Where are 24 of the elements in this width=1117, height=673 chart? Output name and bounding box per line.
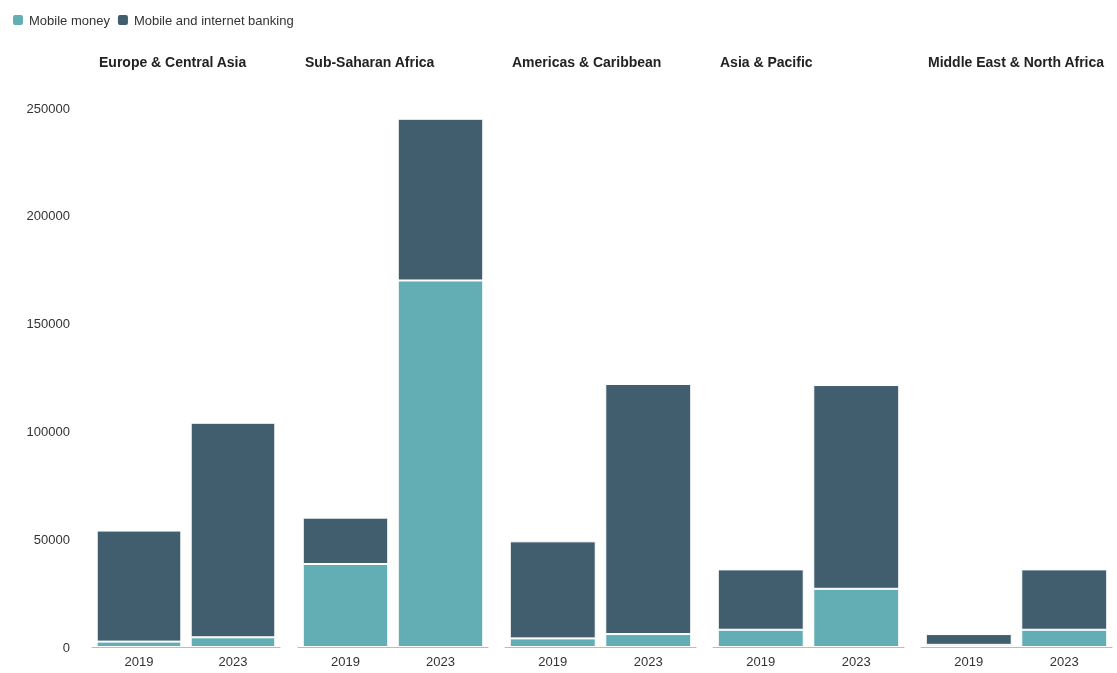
x-tick-label: 2023 xyxy=(841,654,871,669)
chart-title: Americas & Caribbean xyxy=(512,54,662,70)
legend-label: Mobile money xyxy=(29,12,111,28)
chart-title: Asia & Pacific xyxy=(720,54,813,70)
x-tick-label: 2019 xyxy=(331,654,360,669)
chart-title: Middle East & North Africa xyxy=(928,54,1105,70)
y-tick-label: 50000 xyxy=(33,531,70,547)
x-tick-label: 2019 xyxy=(538,654,568,669)
x-tick-label: 2023 xyxy=(426,654,455,669)
bar xyxy=(925,634,1012,645)
y-tick-label: 150000 xyxy=(26,316,70,332)
x-tick-label: 2023 xyxy=(218,654,248,669)
legend-label: Mobile and internet banking xyxy=(133,12,294,28)
x-tick-label: 2019 xyxy=(954,654,984,669)
y-tick-label: 200000 xyxy=(26,208,70,224)
x-tick-label: 2023 xyxy=(633,654,663,669)
y-tick-label: 0 xyxy=(62,639,70,655)
x-tick-label: 2019 xyxy=(746,654,776,669)
x-tick-label: 2019 xyxy=(124,654,154,669)
x-tick-label: 2023 xyxy=(1049,654,1079,669)
y-tick-label: 100000 xyxy=(26,423,70,439)
chart-title: Sub-Saharan Africa xyxy=(305,54,435,70)
chart-title: Europe & Central Asia xyxy=(99,54,247,70)
y-tick-label: 250000 xyxy=(26,100,70,116)
